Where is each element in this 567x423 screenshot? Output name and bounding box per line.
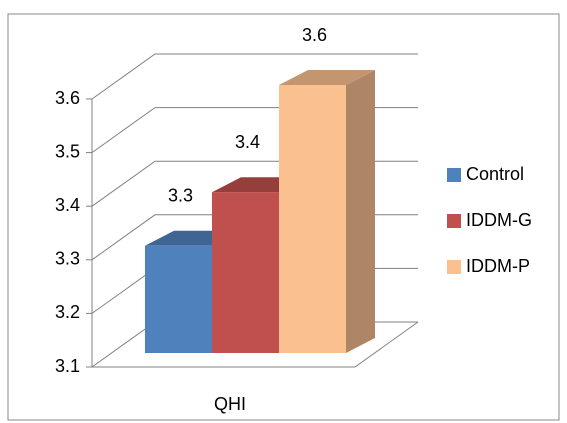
bar [279, 85, 346, 353]
value-label: 3.3 [168, 186, 193, 206]
legend-swatch [447, 214, 461, 228]
legend-label: IDDM-G [466, 210, 532, 230]
bar-top [279, 70, 375, 85]
y-tick-label: 3.3 [55, 249, 80, 269]
bar [145, 245, 212, 353]
grid-line [91, 53, 418, 100]
floor-edge [92, 321, 419, 368]
value-label: 3.4 [235, 132, 260, 152]
y-tick-label: 3.1 [55, 356, 80, 376]
y-tick-label: 3.5 [55, 141, 80, 161]
y-tick-label: 3.4 [55, 195, 80, 215]
y-tick-label: 3.2 [55, 302, 80, 322]
bar [212, 192, 279, 353]
y-tick-label: 3.6 [55, 88, 80, 108]
value-label: 3.6 [302, 25, 327, 45]
bar-side [346, 70, 375, 353]
legend-label: IDDM-P [466, 256, 530, 276]
legend-swatch [447, 260, 461, 274]
legend-label: Control [466, 164, 524, 184]
x-tick-label: QHI [214, 394, 246, 414]
legend-swatch [447, 168, 461, 182]
